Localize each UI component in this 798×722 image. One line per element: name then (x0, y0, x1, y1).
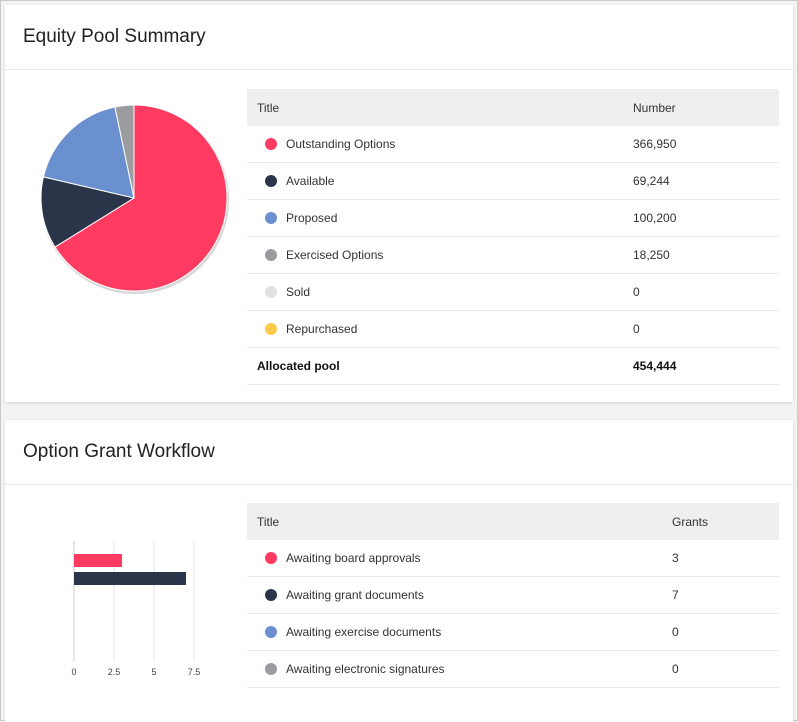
x-tick-label: 7.5 (188, 667, 201, 677)
pie-slice-outstanding-options[interactable] (54, 104, 228, 292)
row-value: 0 (662, 613, 779, 651)
equity-pool-header: Equity Pool Summary (5, 5, 793, 70)
legend-dot-icon (265, 588, 277, 601)
pie-slice-proposed[interactable] (42, 106, 135, 199)
row-label: Sold (286, 285, 311, 299)
table-row: Outstanding Options 366,950 (247, 126, 779, 163)
legend-dot-icon (265, 625, 277, 638)
table-row: Sold 0 (247, 273, 779, 311)
table-row: Available 69,244 (247, 162, 779, 200)
table-row: Awaiting grant documents 7 (247, 576, 779, 614)
option-grant-title: Option Grant Workflow (23, 441, 215, 462)
equity-pool-table: Title Number Outstanding Options 366,950… (247, 89, 779, 385)
grant-table-header: Title Grants (247, 503, 779, 540)
grant-col-grants: Grants (662, 503, 779, 540)
bar-awaiting-board-approvals[interactable] (74, 554, 122, 567)
row-title-cell: Proposed (247, 199, 623, 237)
table-row: Awaiting electronic signatures 0 (247, 650, 779, 688)
table-row: Exercised Options 18,250 (247, 236, 779, 274)
legend-dot-icon (265, 211, 277, 224)
grant-bar-svg: 0 2.5 5 7.5 (71, 541, 201, 677)
row-value: 18,250 (623, 236, 779, 274)
row-value: 366,950 (623, 126, 779, 163)
row-title-cell: Awaiting grant documents (247, 576, 662, 614)
row-label: Awaiting board approvals (286, 551, 421, 565)
row-value: 0 (623, 273, 779, 311)
total-label: Allocated pool (247, 347, 623, 385)
row-value: 7 (662, 576, 779, 614)
row-title-cell: Awaiting board approvals (247, 540, 662, 577)
row-value: 3 (662, 540, 779, 577)
row-label: Outstanding Options (286, 137, 396, 151)
legend-dot-icon (265, 285, 277, 298)
row-value: 0 (623, 310, 779, 348)
row-value: 69,244 (623, 162, 779, 200)
row-title-cell: Exercised Options (247, 236, 623, 274)
row-label: Awaiting grant documents (286, 588, 424, 602)
row-label: Repurchased (286, 322, 358, 336)
equity-col-number: Number (623, 89, 779, 126)
row-label: Available (286, 174, 335, 188)
row-label: Awaiting exercise documents (286, 625, 442, 639)
grant-col-title: Title (247, 503, 662, 540)
equity-col-title: Title (247, 89, 623, 126)
row-title-cell: Awaiting exercise documents (247, 613, 662, 651)
legend-dot-icon (265, 174, 277, 187)
x-tick-label: 0 (71, 667, 76, 677)
pie-slice-exercised-options[interactable] (114, 104, 135, 199)
row-label: Proposed (286, 211, 338, 225)
x-tick-label: 5 (151, 667, 156, 677)
grant-bar-chart: 0 2.5 5 7.5 (51, 526, 216, 686)
row-title-cell: Sold (247, 273, 623, 311)
total-value: 454,444 (623, 347, 779, 385)
option-grant-table: Title Grants Awaiting board approvals 3 … (247, 503, 779, 688)
legend-dot-icon (265, 137, 277, 150)
equity-pie-chart (33, 95, 233, 295)
pie-slice-available[interactable] (40, 176, 136, 248)
row-label: Awaiting electronic signatures (286, 662, 445, 676)
option-grant-header: Option Grant Workflow (5, 420, 793, 485)
legend-dot-icon (265, 322, 277, 335)
equity-table-header: Title Number (247, 89, 779, 126)
total-row: Allocated pool 454,444 (247, 347, 779, 385)
row-title-cell: Available (247, 162, 623, 200)
legend-dot-icon (265, 248, 277, 261)
table-row: Repurchased 0 (247, 310, 779, 348)
row-label: Exercised Options (286, 248, 384, 262)
x-tick-label: 2.5 (108, 667, 121, 677)
row-title-cell: Repurchased (247, 310, 623, 348)
equity-pool-title: Equity Pool Summary (23, 26, 206, 47)
row-title-cell: Outstanding Options (247, 126, 623, 163)
equity-pie-svg (40, 104, 229, 294)
table-row: Awaiting exercise documents 0 (247, 613, 779, 651)
row-value: 100,200 (623, 199, 779, 237)
row-title-cell: Awaiting electronic signatures (247, 650, 662, 688)
legend-dot-icon (265, 662, 277, 675)
table-row: Proposed 100,200 (247, 199, 779, 237)
row-value: 0 (662, 650, 779, 688)
legend-dot-icon (265, 551, 277, 564)
table-row: Awaiting board approvals 3 (247, 540, 779, 577)
bar-awaiting-grant-documents[interactable] (74, 572, 186, 585)
